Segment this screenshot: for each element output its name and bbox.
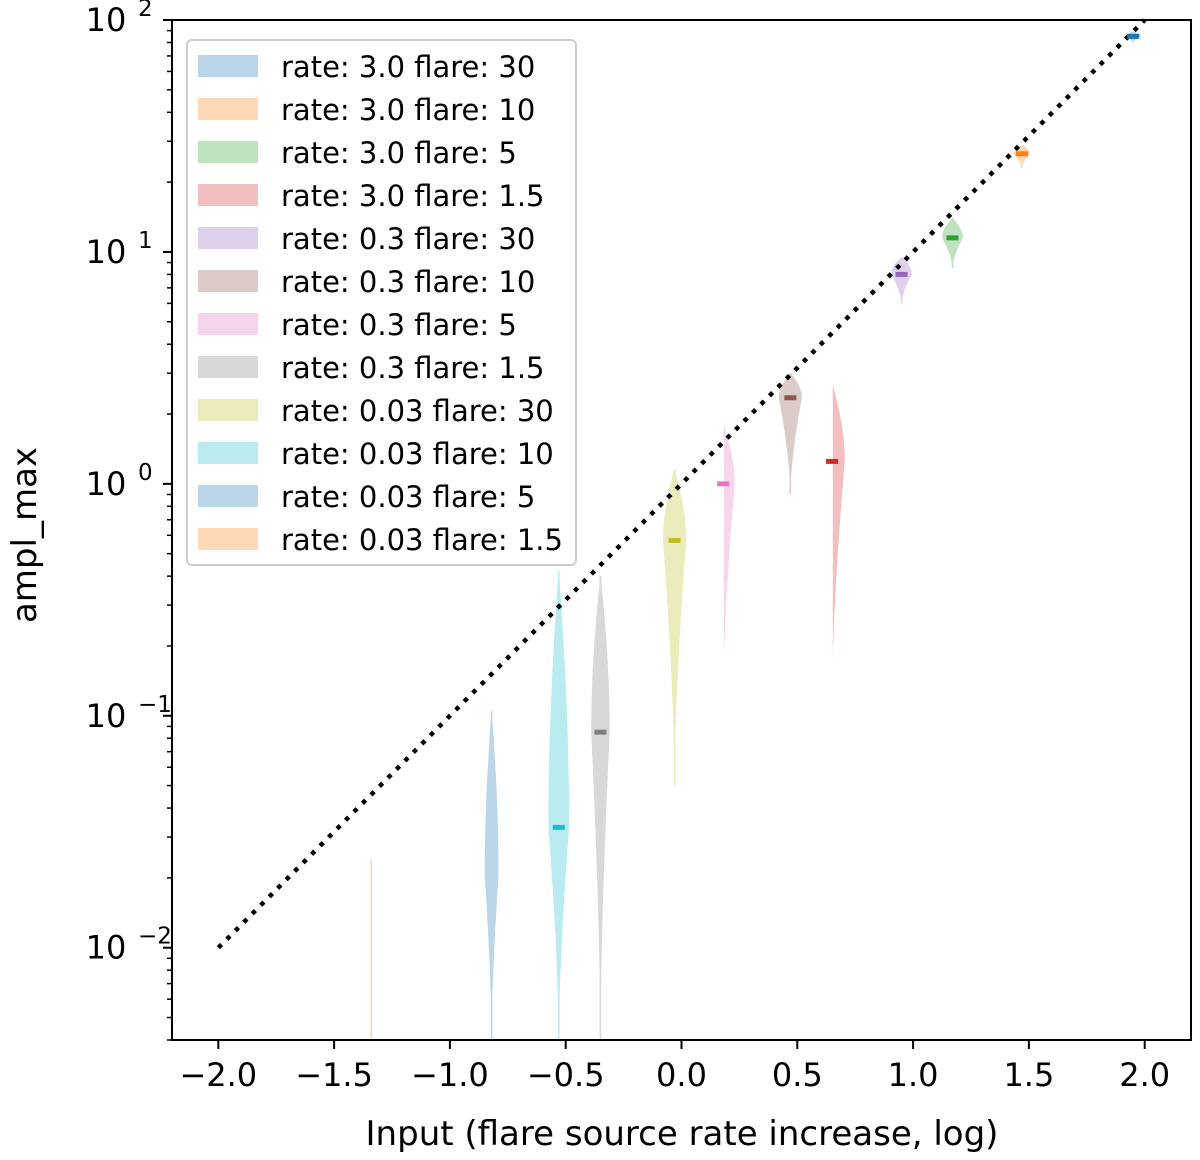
violin-8	[663, 469, 687, 786]
x-tick-label: −1.5	[295, 1056, 373, 1094]
legend-label-2: rate: 3.0 flare: 5	[281, 136, 517, 170]
y-axis: 10 −2 10 −1 10 0 10 1 10 2	[86, 0, 172, 1041]
legend-swatch-2	[198, 141, 258, 163]
x-tick-label: 2.0	[1119, 1056, 1170, 1094]
legend-swatch-11	[198, 528, 258, 550]
legend-swatch-9	[198, 442, 258, 464]
legend-label-9: rate: 0.03 flare: 10	[281, 437, 554, 471]
violin-7	[591, 576, 610, 1040]
violin-5	[778, 373, 802, 495]
legend-box	[186, 39, 577, 566]
x-tick-label: −0.5	[527, 1056, 605, 1094]
violin-2	[942, 218, 963, 269]
legend-label-1: rate: 3.0 flare: 10	[281, 93, 535, 127]
y-tick-label: 10	[86, 929, 127, 967]
legend-label-3: rate: 3.0 flare: 1.5	[281, 179, 545, 213]
violin-11	[370, 859, 372, 1040]
y-tick-exponent: −1	[138, 692, 172, 718]
y-tick-label: 10	[86, 465, 127, 503]
violin-1	[1013, 144, 1030, 168]
y-axis-label: ampl_max	[5, 447, 45, 623]
legend-swatch-5	[198, 270, 258, 292]
legend-label-4: rate: 0.3 flare: 30	[281, 222, 535, 256]
legend-swatch-7	[198, 356, 258, 378]
violin-9	[548, 571, 570, 1040]
x-tick-label: 1.0	[888, 1056, 939, 1094]
reference-line	[216, 18, 1147, 950]
legend-label-7: rate: 0.3 flare: 1.5	[281, 351, 545, 385]
y-tick-exponent: 1	[138, 228, 153, 254]
reference-line-layer	[216, 18, 1147, 950]
legend-label-0: rate: 3.0 flare: 30	[281, 50, 535, 84]
legend-label-5: rate: 0.3 flare: 10	[281, 265, 535, 299]
legend-label-6: rate: 0.3 flare: 5	[281, 308, 517, 342]
y-tick-label: 10	[86, 697, 127, 735]
legend-swatch-8	[198, 399, 258, 421]
y-tick-exponent: 2	[138, 0, 153, 22]
x-tick-label: −2.0	[179, 1056, 257, 1094]
legend-label-11: rate: 0.03 flare: 1.5	[281, 523, 563, 557]
legend-label-8: rate: 0.03 flare: 30	[281, 394, 554, 428]
x-tick-label: 0.0	[656, 1056, 707, 1094]
x-axis: −2.0 −1.5 −1.0 −0.5 0.0 0.5 1.0 1.5 2.0	[179, 1040, 1170, 1094]
legend-swatch-3	[198, 184, 258, 206]
legend-swatch-6	[198, 313, 258, 335]
violin-3	[832, 383, 845, 691]
violin-6	[724, 424, 735, 692]
legend-label-10: rate: 0.03 flare: 5	[281, 480, 535, 514]
x-tick-label: 1.5	[1003, 1056, 1054, 1094]
violins-layer	[370, 31, 1142, 1040]
y-tick-label: 10	[86, 233, 127, 271]
legend-swatch-4	[198, 227, 258, 249]
x-axis-label: Input (flare source rate increase, log)	[366, 1114, 999, 1154]
legend-swatch-0	[198, 55, 258, 77]
violin-4	[891, 257, 912, 304]
x-tick-label: −1.0	[411, 1056, 489, 1094]
legend: rate: 3.0 flare: 30 rate: 3.0 flare: 10 ra…	[186, 39, 577, 566]
legend-swatch-10	[198, 485, 258, 507]
medians-layer	[552, 33, 1140, 830]
y-tick-exponent: 0	[138, 460, 153, 486]
legend-swatch-1	[198, 98, 258, 120]
y-tick-exponent: −2	[138, 924, 172, 950]
violin-10	[484, 710, 499, 1040]
y-tick-label: 10	[86, 1, 127, 39]
x-tick-label: 0.5	[772, 1056, 823, 1094]
